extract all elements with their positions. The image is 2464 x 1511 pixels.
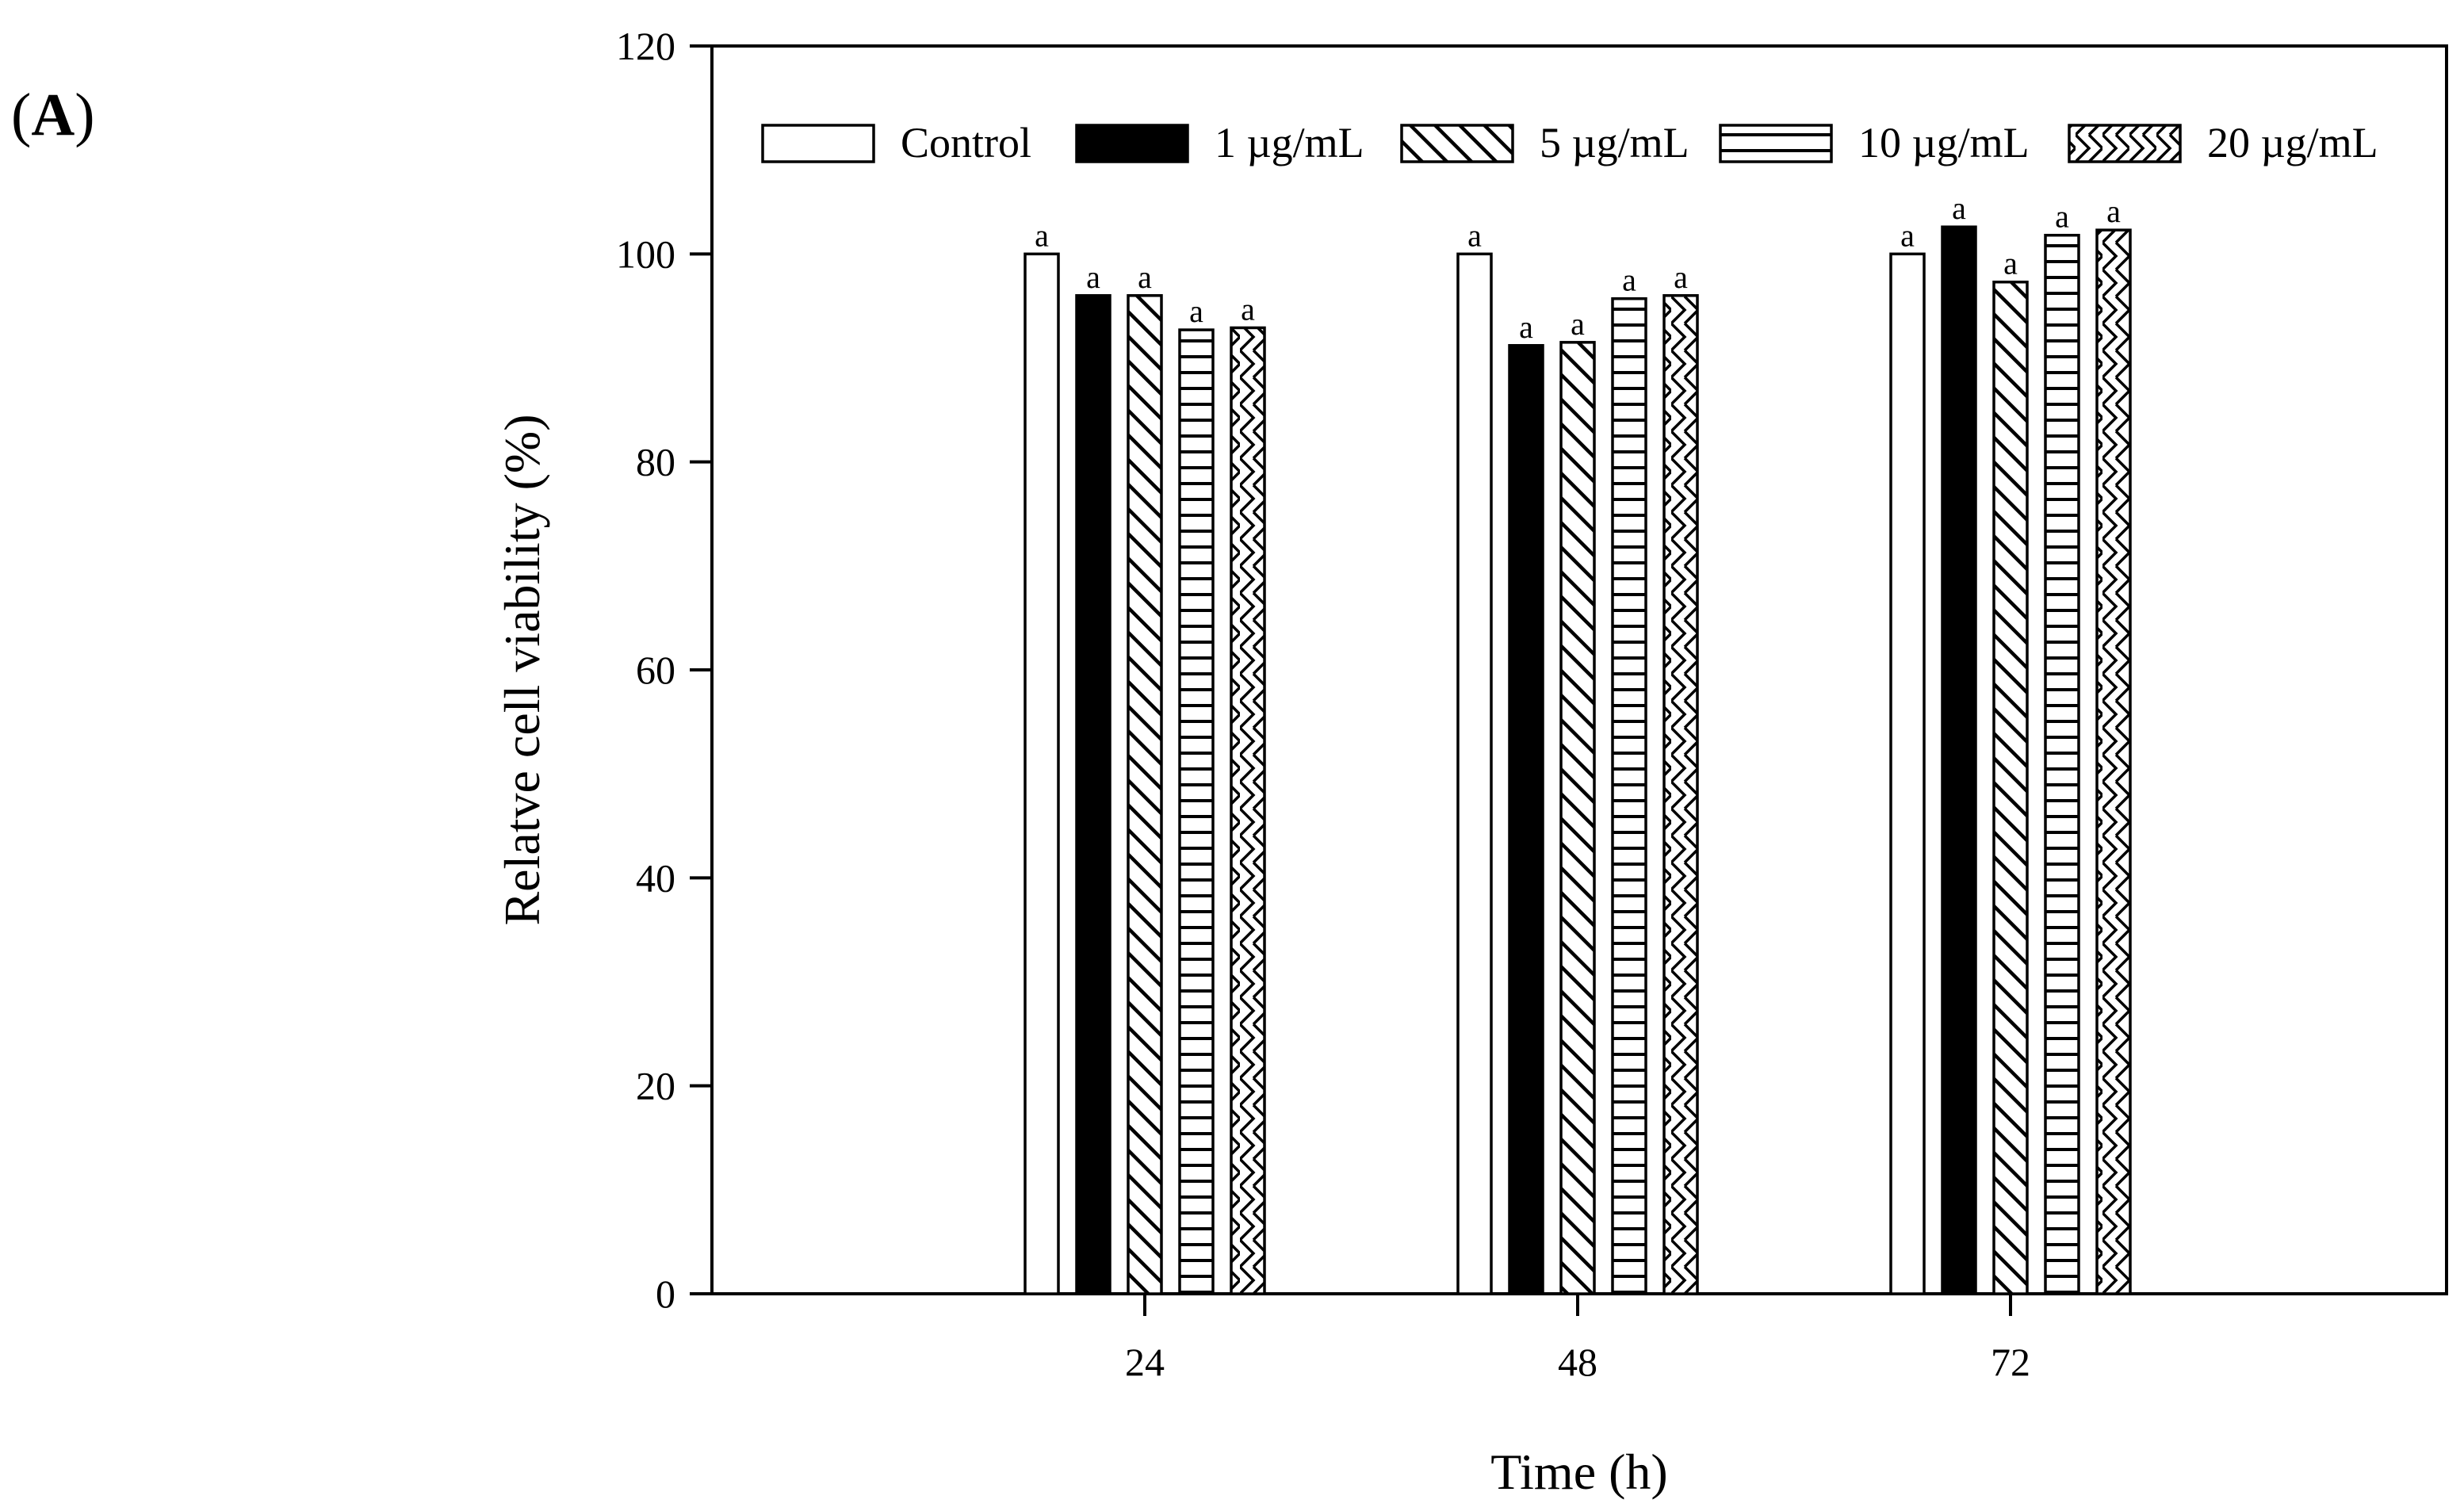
bar bbox=[1456, 252, 1493, 1295]
y-tick-label: 0 bbox=[656, 1272, 675, 1316]
significance-label: a bbox=[1189, 293, 1203, 329]
x-tick-label: 48 bbox=[1558, 1340, 1597, 1384]
legend-swatch bbox=[761, 124, 875, 163]
significance-label: a bbox=[1241, 291, 1255, 327]
significance-label: a bbox=[1138, 259, 1152, 295]
bar bbox=[1889, 252, 1926, 1295]
bar bbox=[1559, 341, 1596, 1295]
legend-swatch bbox=[1400, 124, 1514, 163]
legend-swatch bbox=[2068, 124, 2182, 163]
y-tick-label: 60 bbox=[636, 648, 675, 692]
panel-label-letter: A bbox=[31, 82, 75, 148]
significance-label: a bbox=[2055, 199, 2069, 235]
significance-label: a bbox=[1467, 217, 1482, 253]
significance-labels: a a a a a a a a a a a a a a a bbox=[1035, 190, 2121, 345]
x-axis-title: Time (h) bbox=[1490, 1444, 1667, 1500]
bar bbox=[1230, 326, 1266, 1295]
y-tick-label: 80 bbox=[636, 440, 675, 484]
bar bbox=[1611, 296, 1647, 1295]
bar bbox=[1662, 294, 1699, 1295]
significance-label: a bbox=[1035, 217, 1049, 253]
panel-label-close: ) bbox=[75, 82, 94, 148]
bar bbox=[1127, 294, 1163, 1295]
legend-swatch bbox=[1719, 124, 1833, 163]
y-tick-label: 100 bbox=[616, 231, 675, 276]
legend-label: Control bbox=[901, 119, 1031, 166]
panel-label: (A) bbox=[11, 82, 95, 148]
bar bbox=[2044, 233, 2080, 1295]
legend-label: 5 µg/mL bbox=[1540, 119, 1689, 166]
x-axis: 24 48 72 bbox=[1125, 1294, 2030, 1384]
bar bbox=[1023, 252, 1060, 1295]
legend-label: 10 µg/mL bbox=[1858, 119, 2030, 166]
significance-label: a bbox=[2106, 193, 2121, 229]
significance-label: a bbox=[1622, 262, 1636, 298]
panel-label-open: ( bbox=[11, 82, 31, 148]
bar bbox=[2095, 228, 2132, 1295]
significance-label: a bbox=[1952, 190, 1966, 226]
legend-label: 20 µg/mL bbox=[2207, 119, 2378, 166]
y-axis-title: Relatve cell viability (%) bbox=[494, 414, 550, 925]
y-tick-label: 20 bbox=[636, 1064, 675, 1108]
bar bbox=[1075, 294, 1111, 1295]
significance-label: a bbox=[1086, 259, 1100, 295]
legend-label: 1 µg/mL bbox=[1215, 119, 1364, 166]
y-axis: 0 20 40 60 80 100 120 bbox=[616, 24, 712, 1316]
bar bbox=[1178, 328, 1215, 1295]
x-tick-label: 72 bbox=[1991, 1340, 2030, 1384]
bar bbox=[1508, 344, 1544, 1295]
bars-group bbox=[1023, 225, 2132, 1295]
legend: Control 1 µg/mL 5 µg/mL 10 µg/mL 20 µg/mL bbox=[761, 119, 2378, 166]
legend-swatch bbox=[1075, 124, 1189, 163]
significance-label: a bbox=[1519, 309, 1533, 345]
bar bbox=[1992, 280, 2029, 1295]
significance-label: a bbox=[1571, 306, 1585, 342]
y-tick-label: 120 bbox=[616, 24, 675, 68]
bar bbox=[1941, 225, 1977, 1295]
x-tick-label: 24 bbox=[1125, 1340, 1165, 1384]
significance-label: a bbox=[2003, 246, 2018, 281]
significance-label: a bbox=[1900, 217, 1915, 253]
significance-label: a bbox=[1674, 259, 1688, 295]
y-tick-label: 40 bbox=[636, 855, 675, 900]
